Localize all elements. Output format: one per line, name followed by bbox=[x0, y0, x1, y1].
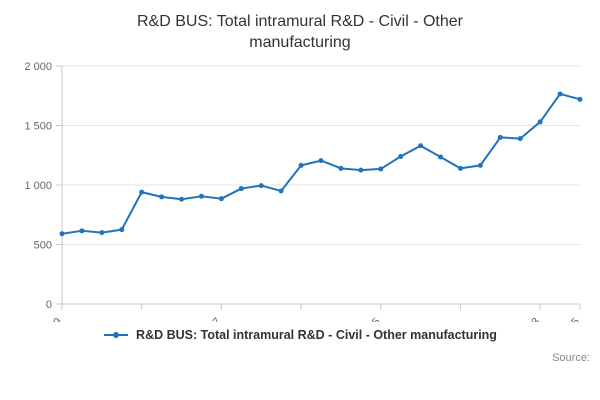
data-point-marker[interactable] bbox=[278, 188, 284, 194]
data-point-marker[interactable] bbox=[477, 162, 483, 168]
data-point-marker[interactable] bbox=[179, 196, 185, 202]
data-point-marker[interactable] bbox=[318, 157, 324, 163]
data-point-marker[interactable] bbox=[517, 135, 523, 141]
data-point-marker[interactable] bbox=[457, 165, 463, 171]
data-point-marker[interactable] bbox=[119, 226, 125, 232]
legend-label: R&D BUS: Total intramural R&D - Civil - … bbox=[136, 327, 497, 342]
data-point-marker[interactable] bbox=[198, 193, 204, 199]
data-point-marker[interactable] bbox=[59, 230, 65, 236]
data-point-marker[interactable] bbox=[218, 195, 224, 201]
y-tick-label: 2 000 bbox=[24, 61, 52, 73]
data-point-marker[interactable] bbox=[139, 189, 145, 195]
data-point-marker[interactable] bbox=[159, 193, 165, 199]
data-point-marker[interactable] bbox=[298, 162, 304, 168]
y-tick-label: 1 500 bbox=[24, 120, 52, 132]
data-point-marker[interactable] bbox=[398, 153, 404, 159]
x-tick-label: 1989 bbox=[38, 315, 64, 321]
legend[interactable]: R&D BUS: Total intramural R&D - Civil - … bbox=[0, 324, 600, 346]
y-tick-label: 500 bbox=[34, 239, 52, 251]
x-tick-label: 2015 bbox=[556, 315, 582, 321]
x-tick-label: 2005 bbox=[357, 315, 383, 321]
legend-marker-icon bbox=[104, 331, 129, 338]
y-tick-label: 0 bbox=[46, 299, 52, 311]
data-point-marker[interactable] bbox=[99, 229, 105, 235]
x-tick-label: 2013 bbox=[516, 315, 542, 321]
data-point-marker[interactable] bbox=[258, 182, 264, 188]
data-point-marker[interactable] bbox=[378, 166, 384, 172]
data-point-marker[interactable] bbox=[79, 227, 85, 233]
data-point-marker[interactable] bbox=[238, 185, 244, 191]
data-point-marker[interactable] bbox=[497, 134, 503, 140]
data-point-marker[interactable] bbox=[438, 154, 444, 160]
legend-dot bbox=[113, 331, 120, 338]
plot-area: 0 500 1 000 1 500 2 000 1989 1997 2005 2013 2015 bbox=[24, 61, 583, 322]
chart-title: R&D BUS: Total intramural R&D - Civil - … bbox=[137, 13, 463, 51]
data-point-marker[interactable] bbox=[577, 96, 583, 102]
data-point-marker[interactable] bbox=[358, 167, 364, 173]
y-tick-label: 1 000 bbox=[24, 180, 52, 192]
data-point-marker[interactable] bbox=[338, 165, 344, 171]
source-label: Source: bbox=[552, 351, 590, 364]
x-tick-label: 1997 bbox=[198, 315, 224, 321]
data-series-line bbox=[61, 92, 581, 235]
data-point-marker[interactable] bbox=[418, 142, 424, 148]
data-point-marker[interactable] bbox=[537, 119, 543, 125]
data-point-marker[interactable] bbox=[557, 91, 563, 97]
